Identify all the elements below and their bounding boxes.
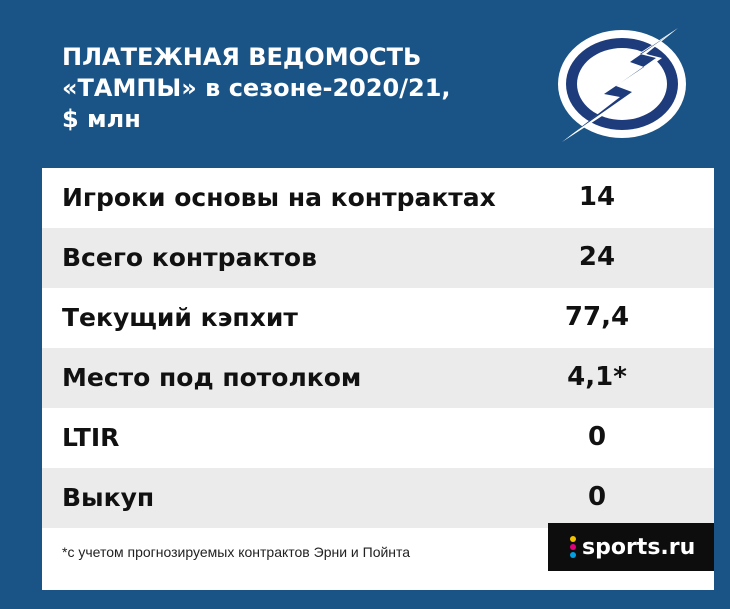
- brand-text: sports.ru: [582, 534, 696, 560]
- row-label: Всего контрактов: [62, 243, 317, 272]
- footnote: *с учетом прогнозируемых контрактов Эрни…: [62, 544, 411, 560]
- table-row: Место под потолком 4,1*: [42, 348, 714, 408]
- row-label: LTIR: [62, 423, 120, 452]
- table-row: Выкуп 0: [42, 468, 714, 528]
- row-value: 0: [587, 422, 607, 452]
- sports-ru-logo-icon: sports.ru: [548, 523, 714, 571]
- title-line: $ млн: [62, 105, 141, 133]
- payroll-table: Игроки основы на контрактах 14 Всего кон…: [42, 168, 714, 590]
- row-value: 77,4: [564, 302, 630, 332]
- page-title: ПЛАТЕЖНАЯ ВЕДОМОСТЬ «ТАМПЫ» в сезоне-202…: [62, 42, 502, 135]
- row-value: 24: [578, 242, 616, 272]
- tampa-bay-lightning-logo-icon: [550, 24, 690, 149]
- row-value: 0: [587, 482, 607, 512]
- title-line: ПЛАТЕЖНАЯ ВЕДОМОСТЬ: [62, 43, 422, 71]
- table-row: LTIR 0: [42, 408, 714, 468]
- title-line: «ТАМПЫ» в сезоне-2020/21,: [62, 74, 451, 102]
- row-label: Место под потолком: [62, 363, 362, 392]
- table-row: Текущий кэпхит 77,4: [42, 288, 714, 348]
- row-label: Игроки основы на контрактах: [62, 183, 496, 212]
- row-value: 14: [578, 182, 616, 212]
- row-label: Текущий кэпхит: [62, 303, 298, 332]
- row-value: 4,1*: [567, 362, 627, 392]
- header: ПЛАТЕЖНАЯ ВЕДОМОСТЬ «ТАМПЫ» в сезоне-202…: [0, 0, 730, 168]
- table-row: Игроки основы на контрактах 14: [42, 168, 714, 228]
- brand-dots-icon: [570, 536, 576, 558]
- table-row: Всего контрактов 24: [42, 228, 714, 288]
- row-label: Выкуп: [62, 483, 155, 512]
